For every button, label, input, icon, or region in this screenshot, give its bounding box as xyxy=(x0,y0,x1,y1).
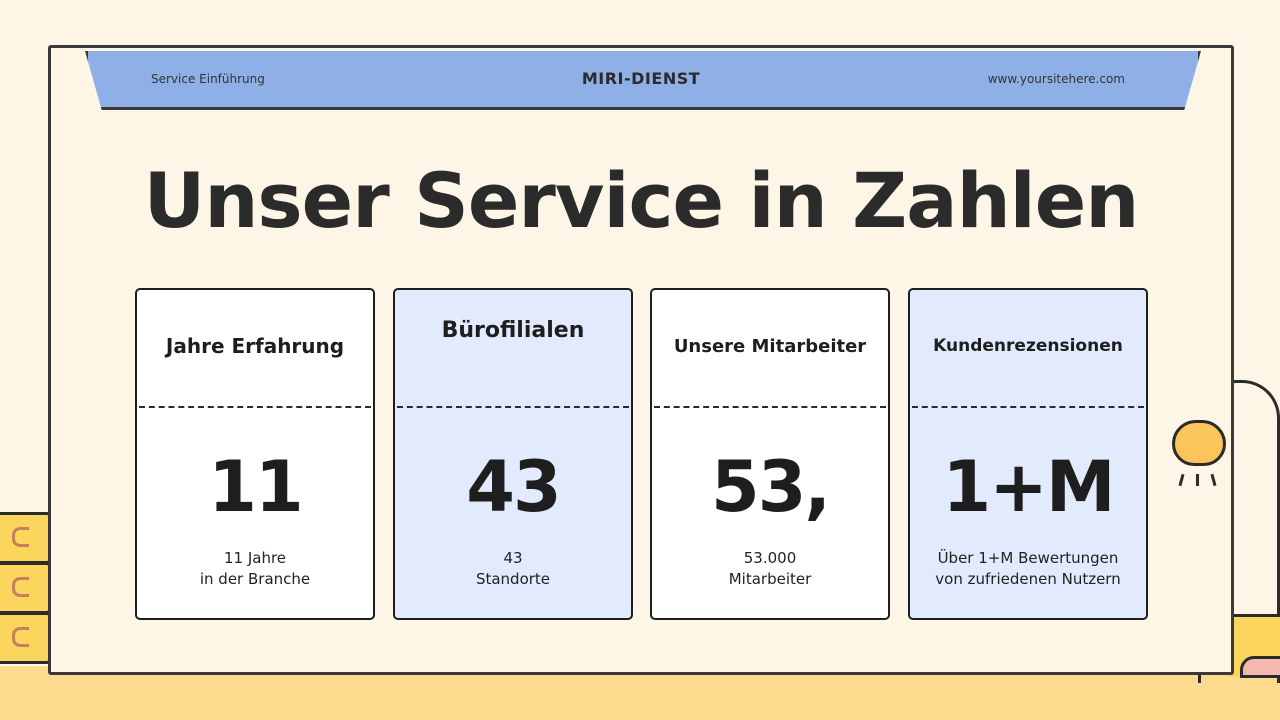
card-label: Bürofilialen xyxy=(441,318,585,343)
card-divider xyxy=(654,406,886,408)
card-description: 53.000 Mitarbeiter xyxy=(728,549,812,588)
drawer-handle-icon xyxy=(12,527,29,547)
card-description: Über 1+M Bewertungen von zufriedenen Nut… xyxy=(935,549,1121,588)
card-label: Unsere Mitarbeiter xyxy=(673,336,867,357)
card-label: Kundenrezensionen xyxy=(933,336,1123,356)
card-divider xyxy=(139,406,371,408)
card-divider xyxy=(912,406,1144,408)
slide-board: Service Einführung MIRI-DIENST www.yours… xyxy=(48,45,1234,675)
lamp-icon xyxy=(1172,420,1226,466)
card-description: 11 Jahre in der Branche xyxy=(199,549,311,588)
card-value: 1+M xyxy=(942,446,1115,528)
drawer-handle-icon xyxy=(12,627,29,647)
stat-card-reviews: Kundenrezensionen 1+M Über 1+M Bewertung… xyxy=(908,288,1148,620)
card-value: 53, xyxy=(710,446,831,528)
stat-card-branches: Bürofilialen 43 43 Standorte xyxy=(393,288,633,620)
drawer-handle-icon xyxy=(12,577,29,597)
floor-decoration xyxy=(0,666,1280,720)
drawer-decoration xyxy=(0,512,51,564)
card-value: 11 xyxy=(208,446,303,528)
stat-card-experience: Jahre Erfahrung 11 11 Jahre in der Branc… xyxy=(135,288,375,620)
card-label: Jahre Erfahrung xyxy=(165,334,345,358)
website-link[interactable]: www.yoursitehere.com xyxy=(987,72,1125,86)
card-description: 43 Standorte xyxy=(475,549,551,588)
lamp-base-decoration xyxy=(1240,656,1280,678)
header-subtitle: Service Einführung xyxy=(151,72,265,86)
drawer-decoration xyxy=(0,562,51,614)
card-value: 43 xyxy=(466,446,561,528)
card-divider xyxy=(397,406,629,408)
light-ray-icon xyxy=(1196,474,1199,486)
page-title: Unser Service in Zahlen xyxy=(143,156,1140,245)
stat-card-employees: Unsere Mitarbeiter 53, 53.000 Mitarbeite… xyxy=(650,288,890,620)
drawer-decoration xyxy=(0,612,51,664)
brand-name: MIRI-DIENST xyxy=(581,69,701,88)
